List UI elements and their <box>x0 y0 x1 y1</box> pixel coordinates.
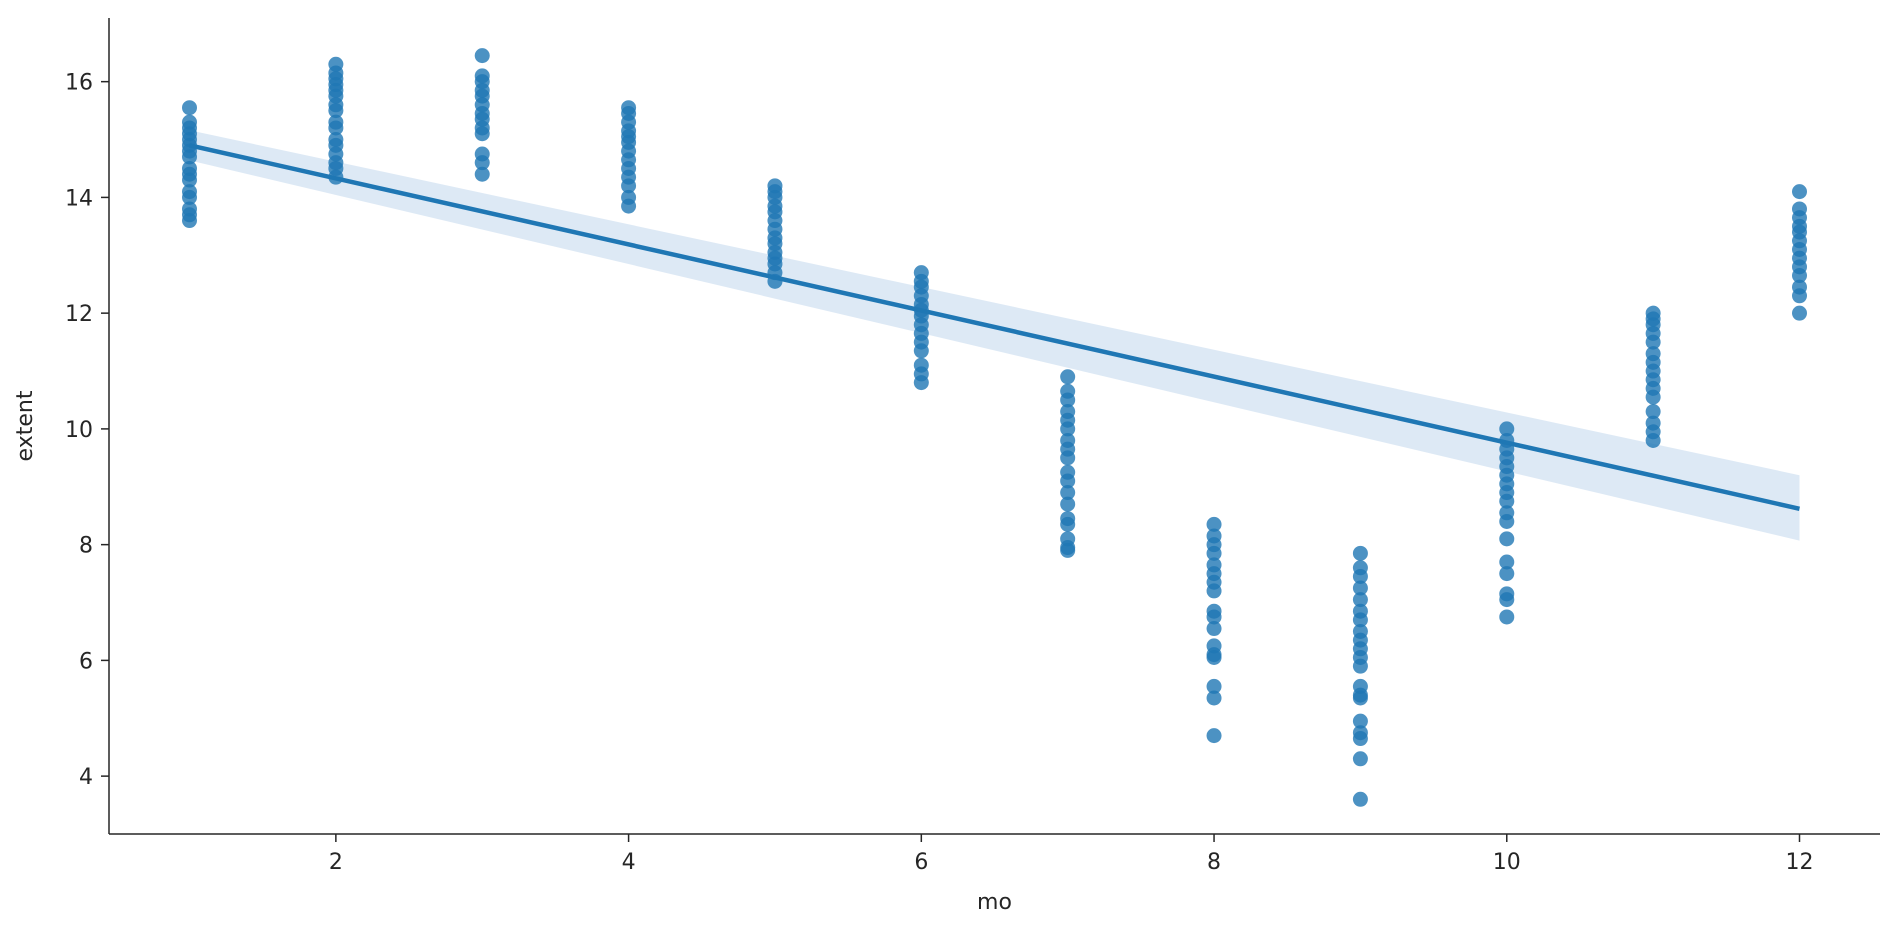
data-point <box>1060 432 1076 448</box>
regression-line-layer <box>189 143 1800 511</box>
data-point <box>1060 511 1076 527</box>
x-axis-label: mo <box>977 890 1012 915</box>
data-point <box>1499 586 1515 602</box>
data-point <box>1352 751 1368 767</box>
data-point <box>474 146 490 162</box>
data-point <box>1499 421 1515 437</box>
x-tick-label: 10 <box>1493 850 1521 875</box>
y-tick-label: 10 <box>65 418 93 443</box>
confidence-band <box>189 130 1800 541</box>
x-tick-label: 4 <box>622 850 636 875</box>
axes-layer <box>108 18 1880 835</box>
data-point <box>1206 603 1222 619</box>
data-point <box>621 100 637 116</box>
data-point <box>182 201 197 217</box>
data-point <box>328 56 344 72</box>
scatter-points-layer <box>182 48 1807 807</box>
data-point <box>1499 566 1515 582</box>
data-point <box>1206 690 1222 706</box>
x-tick-label: 6 <box>914 850 928 875</box>
data-point <box>1645 346 1661 362</box>
data-point <box>1645 305 1661 321</box>
data-point <box>1352 603 1368 619</box>
data-point <box>1499 554 1515 570</box>
data-point <box>1352 713 1368 729</box>
data-point <box>1060 531 1076 547</box>
data-point <box>1060 464 1076 480</box>
data-point <box>1352 791 1368 807</box>
data-point <box>1792 279 1807 295</box>
data-point <box>1352 678 1368 694</box>
data-point <box>474 48 490 64</box>
data-point <box>1206 678 1222 694</box>
x-ticks: 2 4 6 8 10 12 <box>329 834 1814 875</box>
data-point <box>1792 305 1807 321</box>
data-point <box>1499 505 1515 521</box>
regression-line <box>189 143 1800 511</box>
data-point <box>1060 404 1076 420</box>
data-point <box>1352 725 1368 741</box>
y-ticks: 4 6 8 10 12 14 16 <box>65 71 109 790</box>
y-tick-label: 12 <box>65 302 93 327</box>
data-point <box>1206 728 1222 744</box>
data-point <box>1352 592 1368 608</box>
y-tick-label: 4 <box>79 765 93 790</box>
data-point <box>1645 404 1661 420</box>
data-point <box>1352 580 1368 596</box>
data-point <box>182 160 197 176</box>
data-point <box>1206 621 1222 637</box>
data-point <box>1792 184 1807 200</box>
data-point <box>182 100 197 116</box>
data-point <box>621 189 637 205</box>
data-point <box>1645 415 1661 431</box>
data-point <box>1352 560 1368 576</box>
data-point <box>1352 623 1368 639</box>
x-tick-label: 2 <box>329 850 343 875</box>
data-point <box>913 357 929 373</box>
x-tick-label: 8 <box>1207 850 1221 875</box>
data-point <box>913 265 929 281</box>
y-tick-label: 14 <box>65 186 93 211</box>
data-point <box>1206 557 1222 573</box>
y-tick-label: 6 <box>79 649 93 674</box>
y-tick-label: 8 <box>79 534 93 559</box>
data-point <box>1206 528 1222 544</box>
data-point <box>1060 369 1076 385</box>
data-point <box>767 178 783 194</box>
data-point <box>1060 485 1076 501</box>
data-point <box>1060 383 1076 399</box>
confidence-band-layer <box>189 130 1800 541</box>
data-point <box>1060 496 1076 512</box>
data-point <box>1206 638 1222 654</box>
data-point <box>182 184 197 200</box>
x-tick-label: 12 <box>1786 850 1814 875</box>
data-point <box>328 132 344 148</box>
data-point <box>474 68 490 84</box>
data-point <box>328 114 344 130</box>
y-axis-label: extent <box>13 390 38 461</box>
y-tick-label: 16 <box>65 71 93 96</box>
data-point <box>1206 516 1222 532</box>
data-point <box>1792 201 1807 217</box>
data-point <box>1352 545 1368 561</box>
data-point <box>1499 531 1515 547</box>
data-point <box>474 166 490 182</box>
data-point <box>1499 609 1515 625</box>
data-point <box>182 114 197 130</box>
